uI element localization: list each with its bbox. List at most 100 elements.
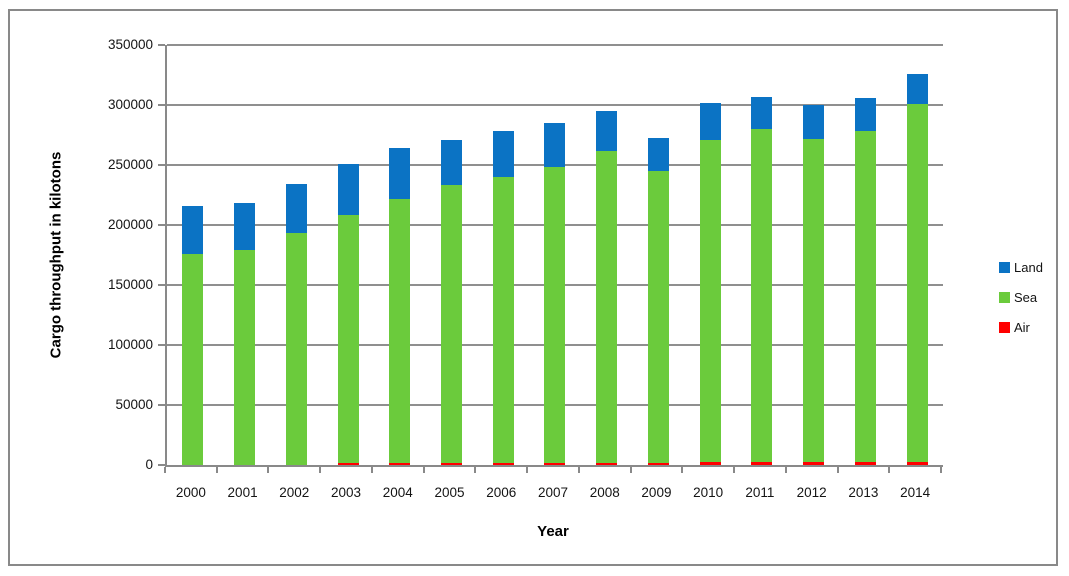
bar-segment-air-2004 — [389, 463, 411, 465]
y-tick-mark-100000 — [158, 344, 165, 346]
bar-segment-land-2011 — [751, 96, 773, 129]
x-tick-mark-4 — [370, 467, 373, 473]
y-tick-label-100000: 100000 — [107, 337, 153, 352]
bar-segment-sea-2014 — [906, 103, 928, 462]
bar-segment-sea-2000 — [182, 254, 204, 465]
bar-segment-land-2006 — [492, 131, 514, 177]
bar-segment-air-2012 — [803, 462, 825, 465]
x-tick-mark-2 — [267, 467, 270, 473]
bar-2009 — [633, 45, 685, 465]
y-tick-label-150000: 150000 — [107, 277, 153, 292]
bar-segment-sea-2004 — [389, 198, 411, 464]
bar-segment-sea-2010 — [699, 139, 721, 462]
bar-2002 — [270, 45, 322, 465]
bar-segment-land-2010 — [699, 103, 721, 140]
y-tick-label-250000: 250000 — [107, 157, 153, 172]
bar-segment-sea-2008 — [596, 151, 618, 463]
bar-segment-land-2014 — [906, 74, 928, 104]
x-tick-mark-11 — [733, 467, 736, 473]
x-tick-mark-10 — [681, 467, 684, 473]
plot-area — [165, 44, 943, 467]
bar-segment-land-2001 — [234, 203, 256, 251]
bar-segment-land-2007 — [544, 123, 566, 168]
y-tick-label-300000: 300000 — [107, 97, 153, 112]
bar-2001 — [219, 45, 271, 465]
bar-segment-land-2008 — [596, 111, 618, 152]
legend-item-sea: Sea — [999, 282, 1043, 312]
bar-2000 — [167, 45, 219, 465]
legend: Land Sea Air — [999, 252, 1043, 342]
x-tick-mark-5 — [422, 467, 425, 473]
legend-swatch-air — [999, 321, 1010, 333]
x-tick-mark-15 — [940, 467, 942, 473]
bar-segment-land-2000 — [182, 205, 204, 255]
legend-label-air: Air — [1014, 319, 1030, 335]
bar-segment-land-2004 — [389, 148, 411, 199]
legend-item-air: Air — [999, 312, 1043, 342]
bar-segment-sea-2011 — [751, 129, 773, 462]
bar-segment-sea-2007 — [544, 167, 566, 463]
legend-item-land: Land — [999, 252, 1043, 282]
bar-segment-air-2003 — [337, 463, 359, 465]
y-tick-label-200000: 200000 — [107, 217, 153, 232]
legend-swatch-land — [999, 261, 1010, 273]
bar-segment-air-2011 — [751, 462, 773, 465]
bar-segment-sea-2002 — [285, 232, 307, 465]
y-tick-mark-300000 — [158, 104, 165, 106]
gridline-300000 — [167, 104, 943, 106]
x-axis-title: Year — [537, 523, 569, 540]
x-category-label-2014: 2014 — [900, 485, 931, 500]
bar-2010 — [684, 45, 736, 465]
bar-segment-air-2008 — [596, 462, 618, 465]
x-tick-mark-6 — [474, 467, 477, 473]
bar-2011 — [736, 45, 788, 465]
bar-segment-land-2005 — [441, 139, 463, 186]
bar-segment-sea-2009 — [647, 171, 669, 463]
x-category-label-2004: 2004 — [382, 485, 413, 500]
y-tick-label-50000: 50000 — [115, 397, 153, 412]
x-category-label-2012: 2012 — [796, 485, 827, 500]
y-tick-mark-0 — [158, 464, 165, 466]
bar-segment-sea-2012 — [803, 139, 825, 462]
bar-segment-sea-2003 — [337, 214, 359, 464]
legend-label-land: Land — [1014, 259, 1043, 275]
bar-2005 — [426, 45, 478, 465]
bar-2006 — [477, 45, 529, 465]
bar-segment-land-2013 — [854, 98, 876, 131]
bar-segment-air-2010 — [699, 462, 721, 465]
bar-segment-land-2009 — [647, 138, 669, 171]
bar-2003 — [322, 45, 374, 465]
x-category-label-2010: 2010 — [693, 485, 724, 500]
bar-2013 — [840, 45, 892, 465]
y-tick-mark-200000 — [158, 224, 165, 226]
y-tick-label-350000: 350000 — [107, 37, 153, 52]
bar-segment-land-2002 — [285, 183, 307, 233]
x-tick-mark-7 — [526, 467, 529, 473]
x-category-label-2013: 2013 — [848, 485, 879, 500]
x-tick-mark-0 — [164, 467, 166, 473]
bar-segment-land-2012 — [803, 105, 825, 140]
y-tick-mark-50000 — [158, 404, 165, 406]
x-tick-mark-9 — [629, 467, 632, 473]
x-tick-mark-13 — [836, 467, 839, 473]
x-tick-mark-12 — [784, 467, 787, 473]
bar-2008 — [581, 45, 633, 465]
y-axis-title: Cargo throughput in kilotons — [47, 151, 65, 359]
bar-segment-air-2013 — [854, 462, 876, 465]
bar-2007 — [529, 45, 581, 465]
bar-segment-air-2007 — [544, 462, 566, 465]
y-tick-mark-350000 — [158, 44, 165, 46]
bar-segment-air-2009 — [647, 462, 669, 465]
x-category-label-2009: 2009 — [641, 485, 672, 500]
bar-2012 — [788, 45, 840, 465]
x-category-label-2011: 2011 — [745, 485, 775, 500]
y-tick-mark-250000 — [158, 164, 165, 166]
x-tick-mark-1 — [215, 467, 218, 473]
x-category-label-2007: 2007 — [537, 485, 568, 500]
bar-segment-sea-2001 — [234, 250, 256, 465]
bar-segment-air-2014 — [906, 462, 928, 465]
bar-2004 — [374, 45, 426, 465]
bar-segment-sea-2013 — [854, 130, 876, 462]
x-category-label-2001: 2001 — [227, 485, 258, 500]
